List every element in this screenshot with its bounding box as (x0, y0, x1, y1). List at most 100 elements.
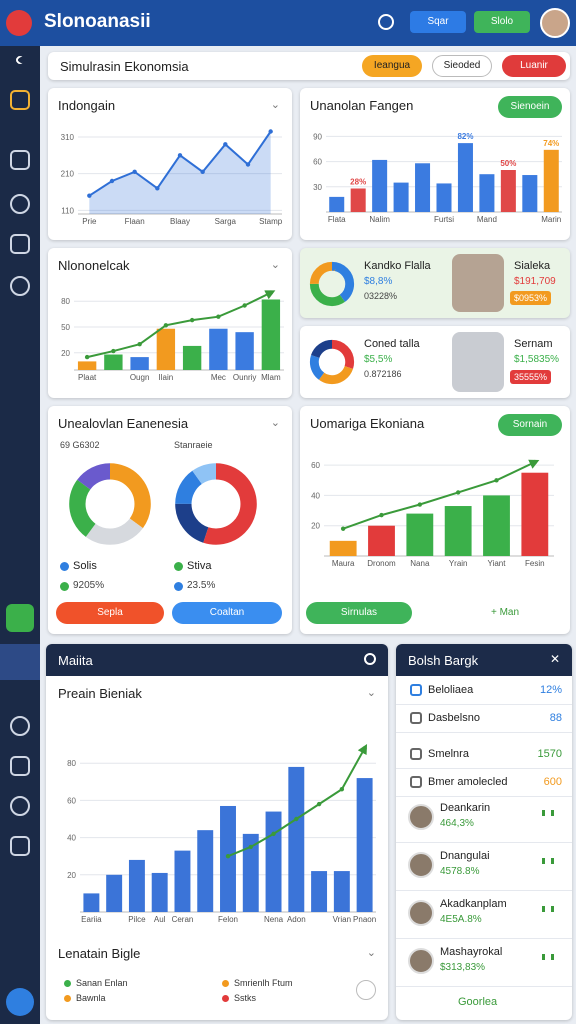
item-icon[interactable] (410, 776, 422, 788)
point (532, 459, 538, 465)
divider (396, 768, 572, 769)
avatar[interactable] (540, 8, 570, 38)
donut-segment (175, 463, 257, 545)
value-label: 74% (543, 139, 559, 148)
nav-icon[interactable] (10, 234, 30, 254)
nav-icon[interactable] (14, 54, 26, 66)
item-icon[interactable] (410, 684, 422, 696)
nav-icon-active[interactable] (6, 604, 34, 632)
nav-icon[interactable] (10, 796, 30, 816)
point (177, 153, 183, 158)
close-button[interactable] (356, 980, 376, 1000)
divider (396, 890, 572, 891)
divider (396, 938, 572, 939)
button[interactable]: Sornain (498, 414, 562, 436)
donut-segment (69, 463, 151, 545)
button[interactable]: + Man (490, 607, 520, 618)
main-panel: Maiita Preain Bieniak ⌄ 20 40 60 80 Eariia Pi… (46, 644, 388, 1020)
area (89, 131, 271, 214)
button[interactable]: Sirnulas (306, 602, 412, 624)
nav-icon[interactable] (10, 836, 30, 856)
person-value: 4E5A.8% (440, 914, 482, 925)
bar (444, 506, 472, 556)
footer-link[interactable]: Goorlea (458, 996, 498, 1008)
donut-value: 9205% (73, 580, 105, 591)
row-action[interactable] (542, 858, 554, 864)
row-action[interactable] (542, 810, 554, 816)
x-tick-label: Plaat (78, 373, 97, 382)
logo[interactable] (6, 10, 32, 36)
nav-icon[interactable] (10, 90, 30, 110)
bar (130, 357, 149, 370)
badge: 35555% (510, 370, 552, 384)
avatar (408, 948, 434, 974)
close-icon[interactable]: ✕ (550, 652, 561, 666)
row-action[interactable] (542, 954, 554, 960)
x-tick-label: Prie (82, 217, 97, 226)
bar (128, 859, 145, 912)
nav-item-active[interactable] (0, 644, 40, 680)
panel-header: Maiita (46, 644, 388, 676)
dropdown[interactable]: ⌄ (270, 259, 280, 271)
bar (479, 174, 495, 212)
point (455, 490, 461, 495)
dropdown[interactable]: ⌄ (270, 99, 280, 111)
item-icon[interactable] (410, 748, 422, 760)
person-name: Sialeka (514, 260, 551, 272)
item-value: 12% (539, 684, 562, 696)
nav-icon[interactable] (10, 276, 30, 296)
y-tick-label: 30 (313, 183, 322, 192)
point (109, 178, 115, 184)
button[interactable]: Sqar (410, 11, 466, 33)
donut-segment (309, 261, 355, 307)
point (137, 342, 142, 347)
button[interactable]: Ieangua (362, 55, 422, 77)
nav-icon[interactable] (10, 756, 30, 776)
point (379, 512, 384, 518)
value-label: 50% (500, 159, 516, 168)
button[interactable]: Sieoded (432, 55, 492, 77)
nav-icon[interactable] (6, 988, 34, 1016)
icon[interactable] (364, 653, 376, 665)
bar (368, 525, 395, 556)
x-tick-label: Maura (332, 559, 355, 568)
dropdown[interactable]: ⌄ (366, 947, 376, 959)
button[interactable]: Sepla (56, 602, 164, 624)
bar (288, 766, 305, 912)
item-icon[interactable] (410, 712, 422, 724)
card-title: Unanolan Fangen (310, 98, 414, 113)
row-action[interactable] (542, 906, 554, 912)
point (294, 816, 299, 822)
x-tick-label: Dronom (367, 559, 396, 568)
stat: 03228% (364, 291, 398, 301)
button[interactable]: Luanir (502, 55, 566, 77)
avatar (408, 852, 434, 878)
point (245, 162, 251, 167)
nav-icon[interactable] (10, 150, 30, 170)
point (225, 854, 231, 859)
legend-dot (64, 995, 71, 1002)
legend-title: Lenatain Bigle (58, 946, 141, 961)
y-tick-label: 60 (313, 158, 322, 167)
point (216, 314, 221, 319)
icon[interactable] (378, 14, 394, 30)
legend-dot (64, 980, 71, 987)
dropdown[interactable]: ⌄ (366, 687, 376, 699)
button[interactable]: Sienoein (498, 96, 562, 118)
bar (220, 805, 236, 912)
bar-chart: 30 60 90 Flata Nalim Furtsi Mand Marin 28% 82% 50%… (313, 132, 562, 224)
profile-card: Coned talla $5,5% 0.872186 Sernam $1,583… (300, 326, 570, 398)
donut-segment (309, 339, 355, 385)
combo-chart: 20 40 60 80 Eariia Pilce Aul Ceran Felon Nena Adon… (67, 743, 376, 924)
divider (396, 842, 572, 843)
button[interactable]: Slolo (474, 11, 530, 33)
point (223, 142, 228, 147)
person-name: Sernam (514, 338, 553, 350)
x-tick-label: Mec (211, 373, 226, 382)
nav-icon[interactable] (10, 716, 30, 736)
legend-dot (174, 582, 183, 591)
button[interactable]: Coaltan (172, 602, 282, 624)
dropdown[interactable]: ⌄ (270, 417, 280, 429)
nav-icon[interactable] (10, 194, 30, 214)
